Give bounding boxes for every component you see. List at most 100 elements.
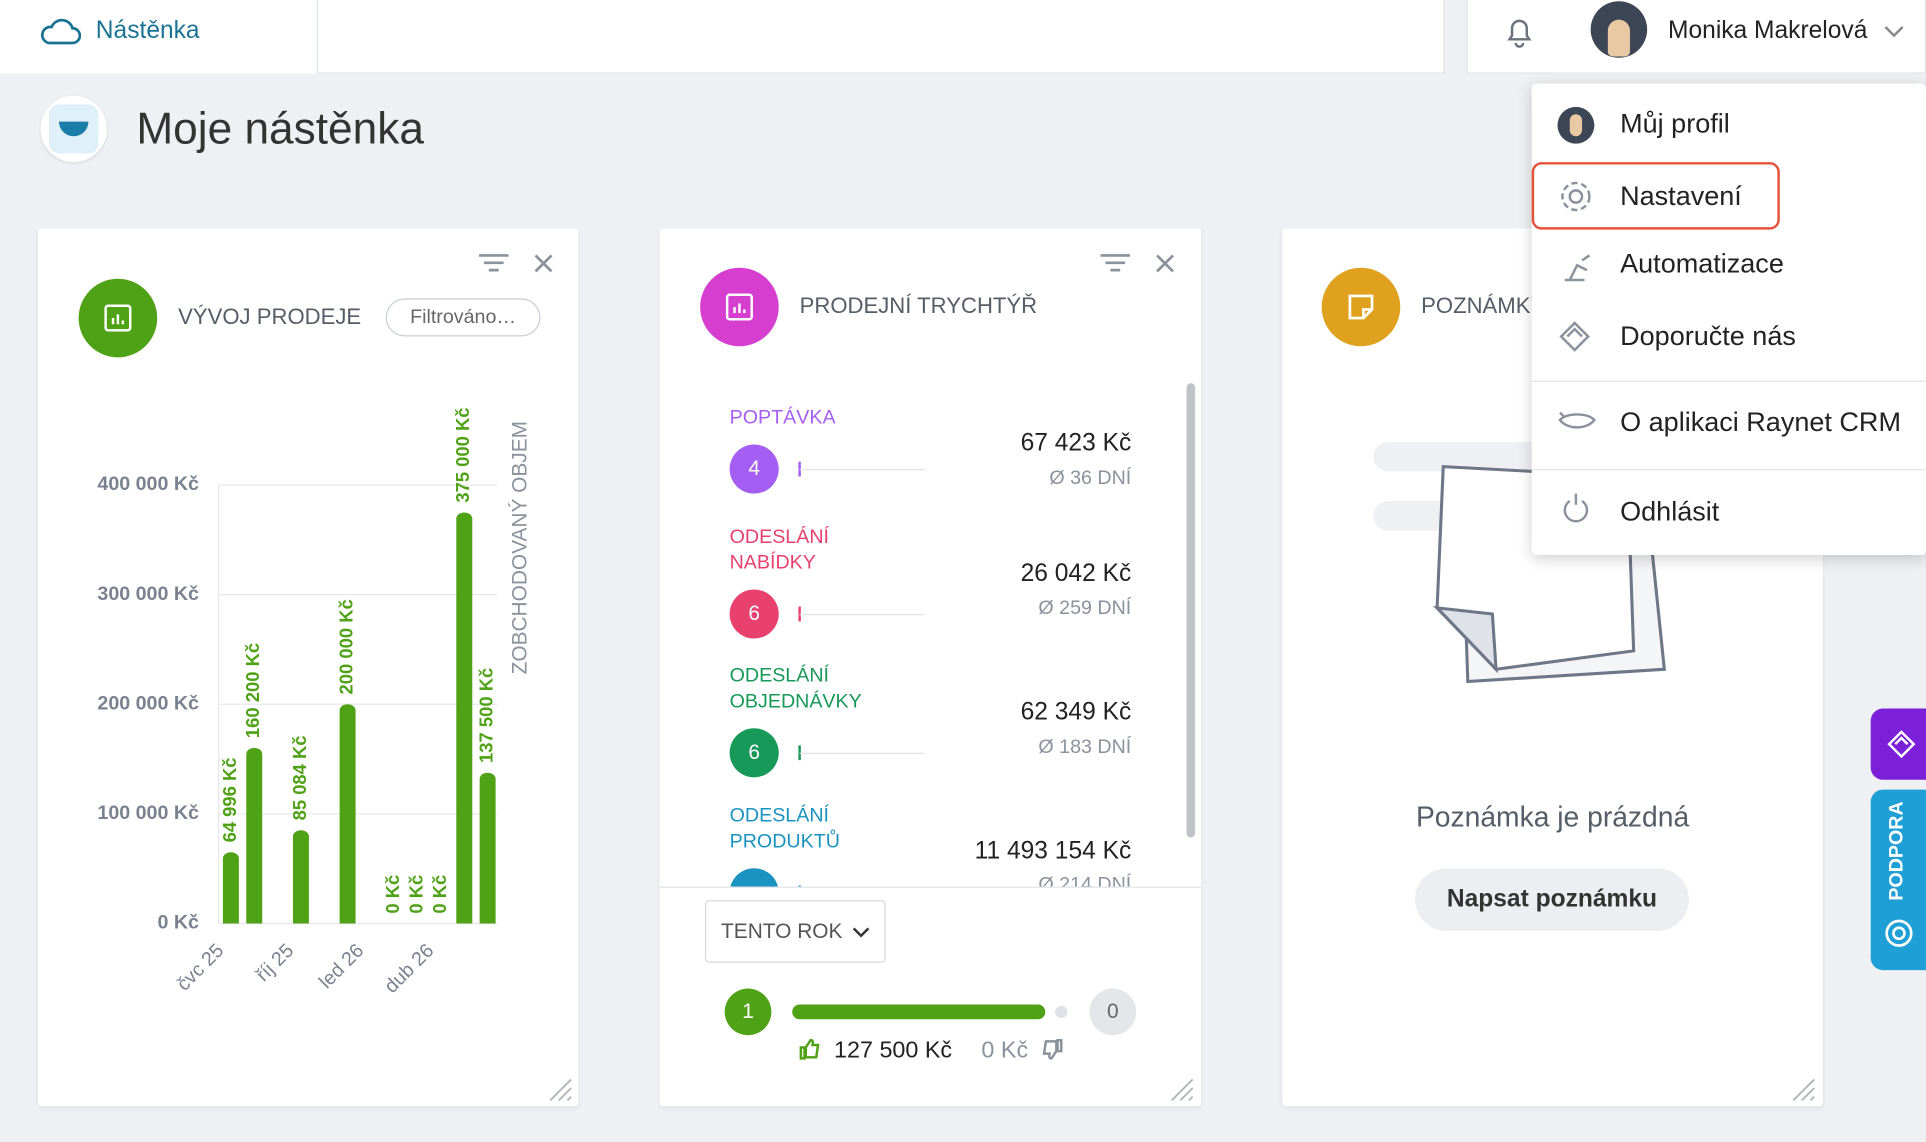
cloud-icon [40, 18, 82, 45]
value-label: 160 200 Kč [242, 643, 263, 738]
stage-amount: 62 349 Kč [1020, 698, 1132, 726]
bar [222, 852, 239, 924]
bar [339, 704, 356, 924]
lost-amount: 0 Kč [981, 1037, 1029, 1064]
stage-tick [798, 745, 801, 761]
divider [659, 886, 1202, 888]
menu-icons [1557, 106, 1596, 523]
bar [292, 830, 309, 924]
stage-tick [798, 885, 801, 887]
x-tick-label: dub 26 [380, 940, 438, 998]
bar [246, 747, 263, 924]
recommend-tab[interactable] [1870, 708, 1926, 780]
nav-title: Nástěnka [95, 17, 200, 45]
menu-item[interactable]: Automatizace [1620, 248, 1784, 279]
value-label: 0 Kč [429, 875, 450, 914]
menu-divider [1531, 380, 1926, 382]
notes-icon [1321, 267, 1401, 347]
support-tab[interactable]: PODPORA [1870, 789, 1926, 971]
sales-widget [38, 228, 579, 1107]
x-tick-label: led 26 [315, 940, 368, 993]
stage-tick [798, 606, 801, 622]
y-axis-title: ZOBCHODOVANÝ OBJEM [508, 421, 531, 674]
y-tick-label: 300 000 Kč [97, 583, 199, 605]
value-label: 85 084 Kč [289, 735, 310, 820]
funnel-icon [700, 267, 779, 347]
lost-count: 0 [1089, 988, 1137, 1036]
bar [456, 512, 473, 924]
stage-tick [798, 461, 801, 477]
stage-amount: 67 423 Kč [1020, 429, 1132, 457]
y-tick-label: 200 000 Kč [97, 692, 199, 714]
stage-amount: 26 042 Kč [1020, 559, 1132, 587]
stage-count: 6 [729, 728, 779, 778]
value-label: 137 500 Kč [475, 668, 496, 763]
widget-title: POZNÁMKY [1421, 293, 1546, 319]
stage-name: ODESLÁNÍ PRODUKTŮ [729, 805, 840, 853]
bell-icon[interactable] [1505, 15, 1534, 49]
progress-dot [1055, 1005, 1068, 1019]
value-label: 200 000 Kč [335, 599, 356, 694]
thumb-down [1042, 1038, 1063, 1060]
menu-item[interactable]: Doporučte nás [1620, 320, 1796, 352]
menu-item[interactable]: Nastavení [1620, 180, 1742, 212]
won-count: 1 [724, 988, 772, 1036]
chevron[interactable] [1883, 25, 1905, 40]
stage-name: ODESLÁNÍ OBJEDNÁVKY [729, 665, 862, 713]
stage-amount: 11 493 154 Kč [974, 837, 1132, 865]
widget-controls [479, 254, 1815, 1101]
funnel-list: POPTÁVKA 4 67 423 Kč Ø 36 DNÍ ODESLÁNÍ NABÍD… [660, 381, 1202, 887]
value-label: 375 000 Kč [452, 407, 473, 502]
scrollbar[interactable] [1186, 383, 1196, 838]
nav-tab[interactable]: Nástěnka [0, 0, 317, 74]
menu-divider [1531, 469, 1926, 471]
lifebuoy-icon [1885, 919, 1913, 947]
write-note-button[interactable]: Napsat poznámku [1415, 868, 1689, 931]
widget-title: PRODEJNÍ TRYCHTÝŘ [799, 293, 1038, 319]
y-tick-label: 400 000 Kč [97, 473, 199, 495]
x-tick-label: říj 25 [252, 940, 298, 986]
stage-days: Ø 214 DNÍ [1038, 874, 1132, 887]
stage-count [729, 868, 779, 887]
logo [40, 95, 107, 163]
highlight [1531, 162, 1780, 230]
period-select[interactable]: TENTO ROK [705, 900, 886, 963]
stage-days: Ø 36 DNÍ [1049, 467, 1132, 489]
handshake-icon [1887, 730, 1916, 759]
value-label: 0 Kč [382, 875, 403, 914]
widget-title: VÝVOJ PRODEJE [178, 304, 362, 330]
filter-pill[interactable]: Filtrováno… [385, 298, 541, 337]
avatar[interactable] [1590, 1, 1648, 58]
stage-count: 4 [729, 444, 779, 494]
search-bar[interactable] [316, 0, 1445, 74]
page-title: Moje nástěnka [136, 103, 424, 154]
bar [479, 772, 496, 924]
menu-item[interactable]: Můj profil [1620, 108, 1730, 139]
stage-line [799, 614, 925, 616]
user-bar: Monika Makrelová [1466, 0, 1926, 74]
notes-empty: Poznámka je prázdná [1415, 800, 1690, 833]
stage-line [799, 469, 925, 471]
chevron [852, 927, 870, 938]
stage-name: POPTÁVKA [729, 407, 836, 429]
progress-bar [792, 1004, 1046, 1020]
user-name[interactable]: Monika Makrelová [1668, 17, 1868, 45]
funnel-widget [659, 228, 1202, 1107]
y-tick-label: 0 Kč [157, 912, 199, 934]
value-label: 0 Kč [405, 875, 426, 914]
won-amount: 127 500 Kč [834, 1037, 953, 1064]
sales-icon [78, 278, 158, 358]
stage-days: Ø 259 DNÍ [1038, 598, 1132, 619]
period-label: TENTO ROK [721, 919, 843, 944]
thumb-up [799, 1038, 820, 1060]
funnel-content: POPTÁVKA 4 67 423 Kč Ø 36 DNÍ ODESLÁNÍ NABÍD… [660, 381, 1202, 887]
stage-name: ODESLÁNÍ NABÍDKY [729, 526, 830, 574]
support-label: PODPORA [1886, 801, 1908, 901]
y-tick-label: 100 000 Kč [97, 802, 199, 824]
menu-item[interactable]: Odhlásit [1620, 496, 1720, 527]
stage-line [799, 752, 925, 754]
menu-item[interactable]: O aplikaci Raynet CRM [1620, 406, 1901, 438]
